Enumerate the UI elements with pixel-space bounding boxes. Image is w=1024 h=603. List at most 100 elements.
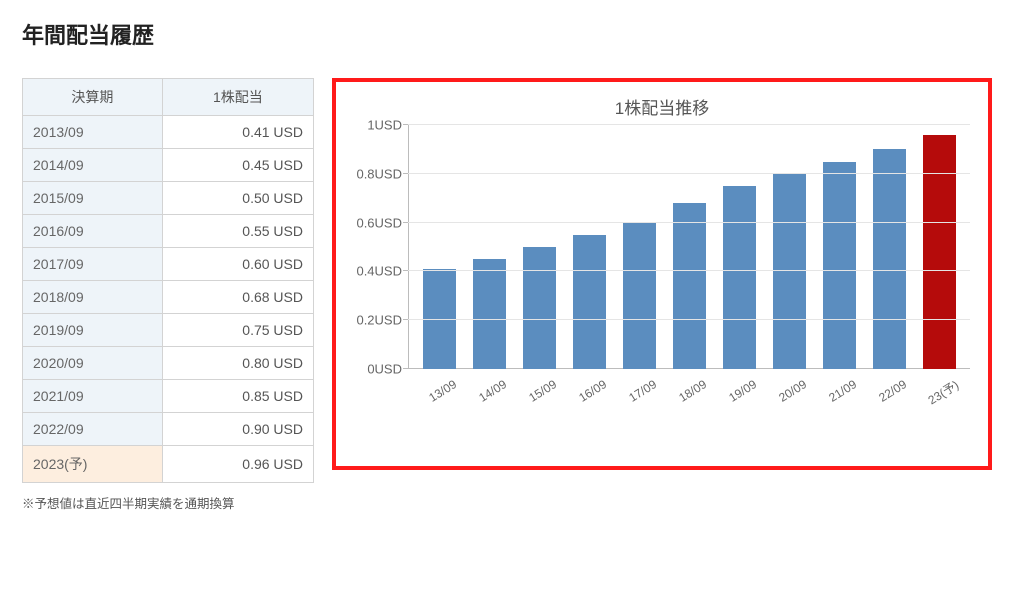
table-row: 2021/090.85 USD bbox=[23, 380, 314, 413]
chart-x-label-slot: 19/09 bbox=[714, 373, 764, 402]
chart-bar bbox=[673, 203, 706, 369]
chart-x-label-slot: 23(予) bbox=[914, 373, 964, 402]
chart-y-tick bbox=[403, 222, 408, 223]
chart-y-label: 0.6USD bbox=[356, 215, 402, 230]
chart-y-label: 1USD bbox=[367, 118, 402, 133]
table-column: 決算期 1株配当 2013/090.41 USD2014/090.45 USD2… bbox=[22, 78, 314, 512]
cell-dividend: 0.60 USD bbox=[162, 248, 313, 281]
chart-bar-slot bbox=[514, 125, 564, 369]
table-row: 2018/090.68 USD bbox=[23, 281, 314, 314]
chart-frame: 1株配当推移 0USD0.2USD0.4USD0.6USD0.8USD1USD … bbox=[332, 78, 992, 470]
chart-bar bbox=[473, 259, 506, 369]
chart-x-label-slot: 15/09 bbox=[514, 373, 564, 402]
table-row: 2016/090.55 USD bbox=[23, 215, 314, 248]
chart-bar bbox=[523, 247, 556, 369]
cell-dividend: 0.50 USD bbox=[162, 182, 313, 215]
table-footnote: ※予想値は直近四半期実績を通期換算 bbox=[22, 493, 314, 512]
cell-dividend: 0.41 USD bbox=[162, 116, 313, 149]
chart-bar-slot bbox=[764, 125, 814, 369]
table-row: 2023(予)0.96 USD bbox=[23, 446, 314, 483]
chart-x-label: 15/09 bbox=[526, 377, 560, 407]
col-dividend-header: 1株配当 bbox=[162, 79, 313, 116]
cell-period: 2017/09 bbox=[23, 248, 163, 281]
chart-x-label-slot: 13/09 bbox=[414, 373, 464, 402]
chart-x-label: 20/09 bbox=[776, 377, 810, 407]
dividend-table: 決算期 1株配当 2013/090.41 USD2014/090.45 USD2… bbox=[22, 78, 314, 483]
cell-dividend: 0.55 USD bbox=[162, 215, 313, 248]
cell-dividend: 0.80 USD bbox=[162, 347, 313, 380]
chart-x-label-slot: 17/09 bbox=[614, 373, 664, 402]
table-row: 2022/090.90 USD bbox=[23, 413, 314, 446]
chart-x-label-slot: 16/09 bbox=[564, 373, 614, 402]
chart-x-label: 21/09 bbox=[826, 377, 860, 407]
cell-period: 2022/09 bbox=[23, 413, 163, 446]
chart-y-tick bbox=[403, 368, 408, 369]
chart-x-labels: 13/0914/0915/0916/0917/0918/0919/0920/09… bbox=[408, 373, 970, 402]
chart-plot-area: 0USD0.2USD0.4USD0.6USD0.8USD1USD bbox=[408, 125, 970, 369]
cell-dividend: 0.45 USD bbox=[162, 149, 313, 182]
main-layout: 決算期 1株配当 2013/090.41 USD2014/090.45 USD2… bbox=[22, 78, 1002, 512]
table-body: 2013/090.41 USD2014/090.45 USD2015/090.5… bbox=[23, 116, 314, 483]
chart-gridline bbox=[408, 222, 970, 223]
chart-bar bbox=[623, 223, 656, 369]
chart-column: 1株配当推移 0USD0.2USD0.4USD0.6USD0.8USD1USD … bbox=[332, 78, 1002, 470]
chart-bar-slot bbox=[714, 125, 764, 369]
chart-bar-slot bbox=[564, 125, 614, 369]
chart-bar bbox=[773, 174, 806, 369]
cell-period: 2015/09 bbox=[23, 182, 163, 215]
chart-x-label: 14/09 bbox=[476, 377, 510, 407]
chart-x-label: 13/09 bbox=[426, 377, 460, 407]
chart-x-label: 23(予) bbox=[925, 376, 962, 408]
chart-bar bbox=[723, 186, 756, 369]
chart-bars-container bbox=[408, 125, 970, 369]
chart-x-label: 17/09 bbox=[626, 377, 660, 407]
cell-period: 2013/09 bbox=[23, 116, 163, 149]
chart-x-label: 16/09 bbox=[576, 377, 610, 407]
chart-y-label: 0.4USD bbox=[356, 264, 402, 279]
table-row: 2017/090.60 USD bbox=[23, 248, 314, 281]
chart-x-label: 18/09 bbox=[676, 377, 710, 407]
cell-period: 2021/09 bbox=[23, 380, 163, 413]
chart-y-tick bbox=[403, 270, 408, 271]
chart-y-tick bbox=[403, 124, 408, 125]
col-period-header: 決算期 bbox=[23, 79, 163, 116]
chart-y-label: 0.2USD bbox=[356, 313, 402, 328]
chart-gridline bbox=[408, 173, 970, 174]
table-row: 2020/090.80 USD bbox=[23, 347, 314, 380]
chart-x-label: 19/09 bbox=[726, 377, 760, 407]
chart-x-label-slot: 20/09 bbox=[764, 373, 814, 402]
page-title: 年間配当履歴 bbox=[22, 18, 1002, 50]
table-row: 2019/090.75 USD bbox=[23, 314, 314, 347]
chart-gridline bbox=[408, 124, 970, 125]
chart-bar bbox=[873, 149, 906, 369]
chart-bar-slot bbox=[814, 125, 864, 369]
cell-dividend: 0.75 USD bbox=[162, 314, 313, 347]
chart-bar-slot bbox=[864, 125, 914, 369]
cell-dividend: 0.96 USD bbox=[162, 446, 313, 483]
chart-bar bbox=[823, 162, 856, 369]
cell-period: 2014/09 bbox=[23, 149, 163, 182]
cell-dividend: 0.85 USD bbox=[162, 380, 313, 413]
table-header-row: 決算期 1株配当 bbox=[23, 79, 314, 116]
chart-y-tick bbox=[403, 173, 408, 174]
chart-title: 1株配当推移 bbox=[340, 94, 984, 119]
chart-gridline bbox=[408, 319, 970, 320]
chart-y-label: 0USD bbox=[367, 362, 402, 377]
cell-period: 2018/09 bbox=[23, 281, 163, 314]
table-row: 2015/090.50 USD bbox=[23, 182, 314, 215]
cell-dividend: 0.90 USD bbox=[162, 413, 313, 446]
chart-y-tick bbox=[403, 319, 408, 320]
table-row: 2014/090.45 USD bbox=[23, 149, 314, 182]
chart-bar-slot bbox=[664, 125, 714, 369]
chart-x-label-slot: 18/09 bbox=[664, 373, 714, 402]
cell-dividend: 0.68 USD bbox=[162, 281, 313, 314]
chart-x-label-slot: 22/09 bbox=[864, 373, 914, 402]
table-row: 2013/090.41 USD bbox=[23, 116, 314, 149]
page-root: 年間配当履歴 決算期 1株配当 2013/090.41 USD2014/090.… bbox=[0, 0, 1024, 603]
chart-bar-slot bbox=[914, 125, 964, 369]
chart-y-label: 0.8USD bbox=[356, 166, 402, 181]
cell-period: 2020/09 bbox=[23, 347, 163, 380]
chart-x-label-slot: 21/09 bbox=[814, 373, 864, 402]
chart-bar-slot bbox=[614, 125, 664, 369]
chart-bar-forecast bbox=[923, 135, 956, 369]
